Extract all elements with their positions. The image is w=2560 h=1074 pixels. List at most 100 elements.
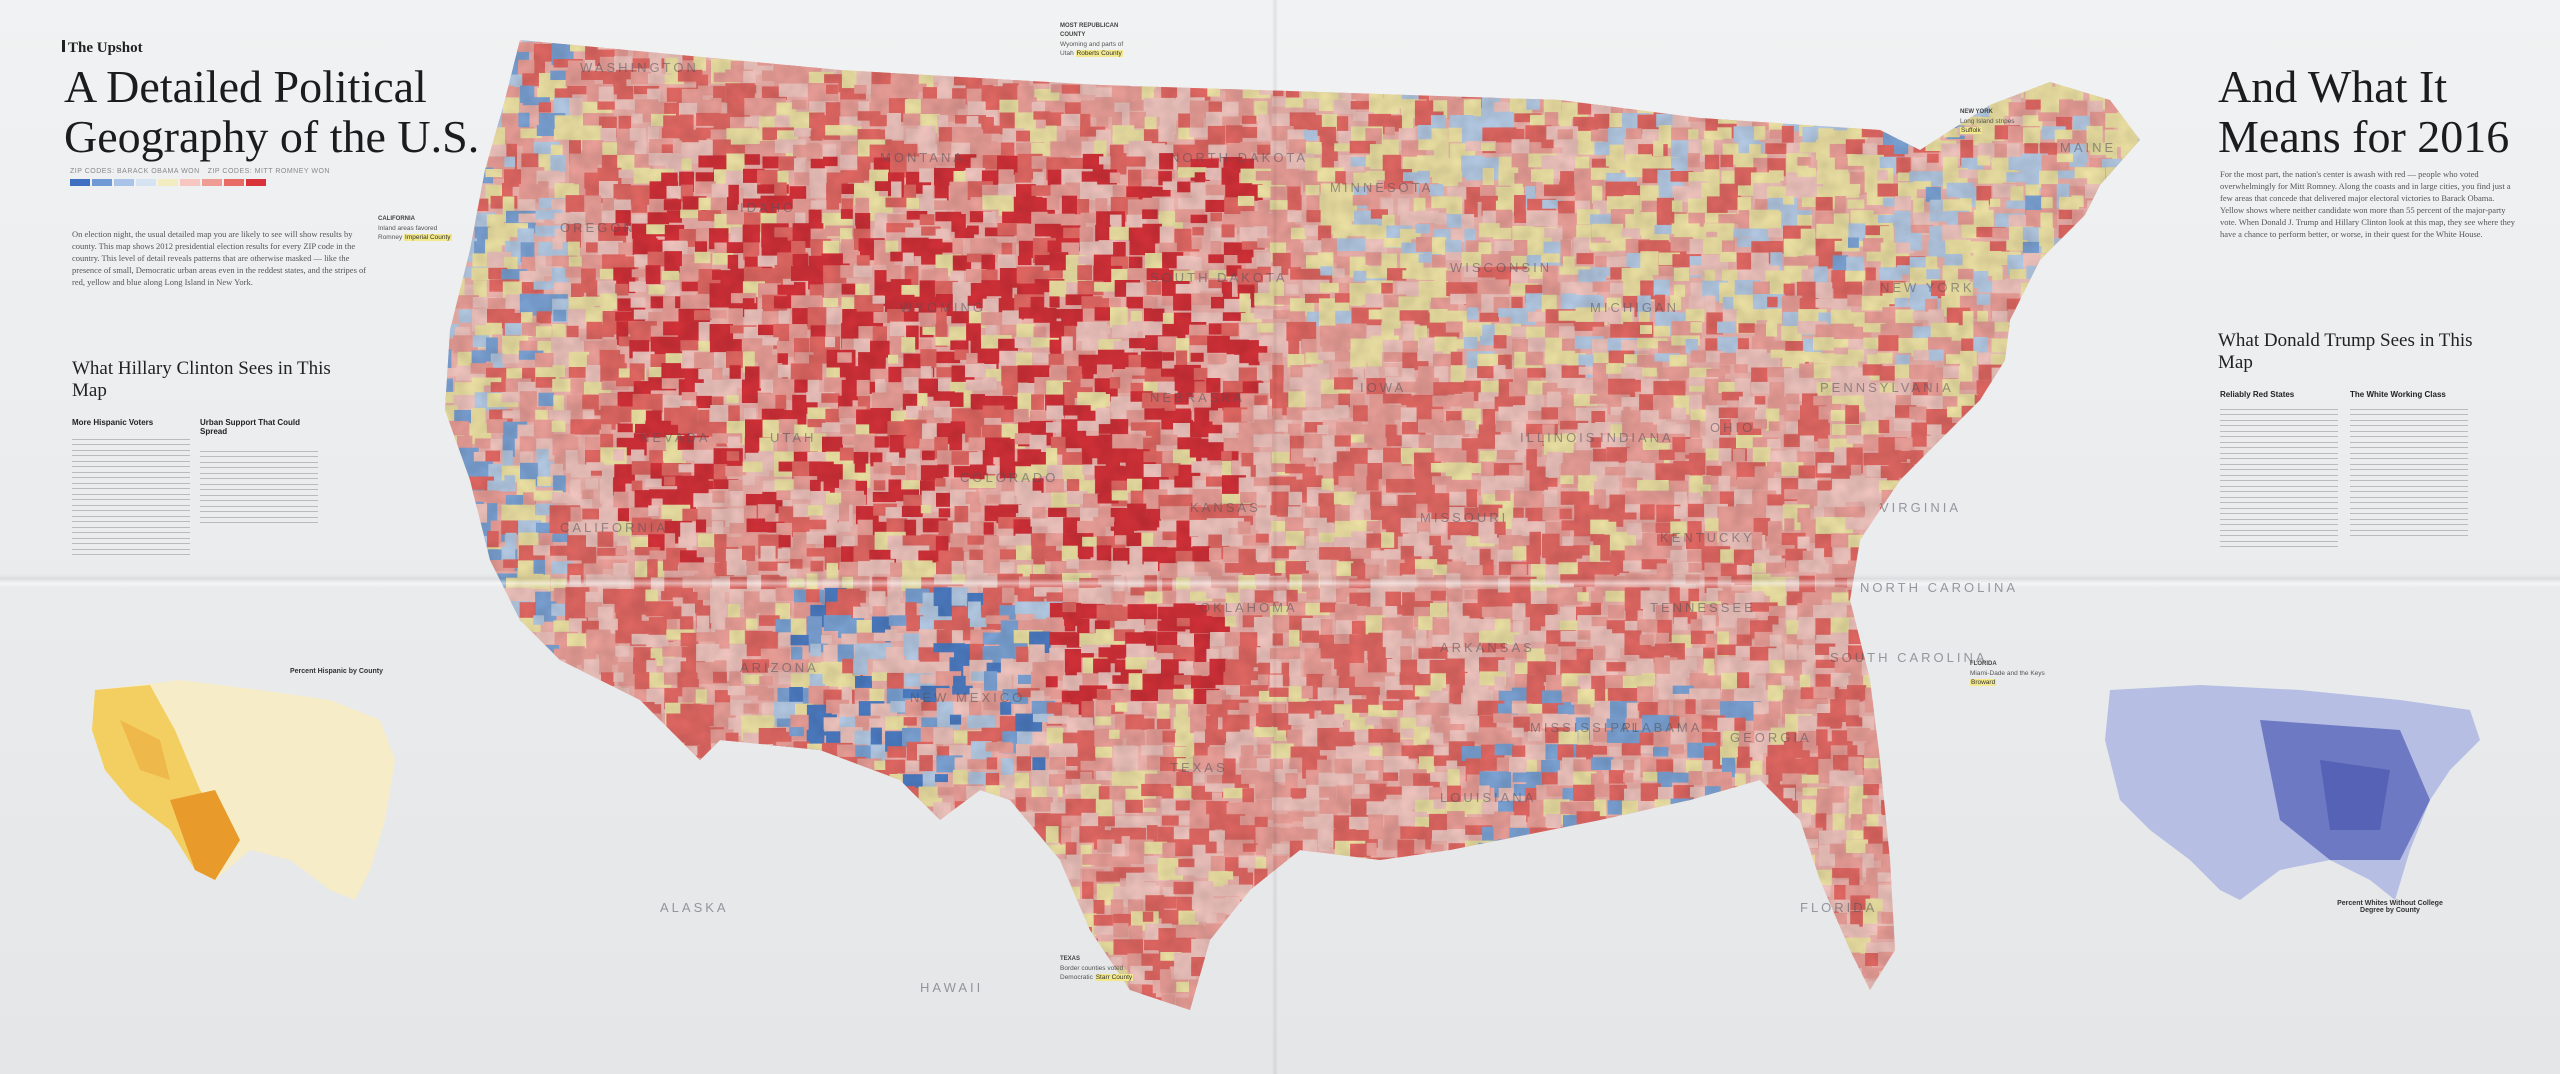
zip-area <box>2005 450 2017 465</box>
zip-area <box>1978 407 1995 418</box>
zip-area <box>488 648 505 660</box>
zip-area <box>1897 86 1928 103</box>
zip-area <box>1562 71 1585 83</box>
zip-area <box>2119 463 2140 489</box>
zip-area <box>1749 98 1774 109</box>
zip-area <box>1606 44 1621 66</box>
zip-area <box>1848 28 1861 40</box>
zip-area <box>1991 60 2024 85</box>
zip-area <box>445 171 461 188</box>
zip-area <box>2118 338 2140 352</box>
zip-area <box>2056 44 2075 56</box>
zip-area <box>2122 46 2140 61</box>
zip-area <box>2105 535 2135 549</box>
zip-area <box>2103 28 2128 40</box>
zip-area <box>1563 59 1592 71</box>
zip-area <box>1162 71 1190 83</box>
zip-area <box>1255 70 1268 79</box>
zip-area <box>1877 658 1895 671</box>
zip-area <box>1850 72 1872 88</box>
zip-area <box>1610 59 1637 86</box>
zip-area <box>2105 616 2125 633</box>
zip-area <box>1398 43 1428 65</box>
zip-area <box>2069 392 2100 414</box>
zip-area <box>454 618 465 636</box>
zip-area <box>1974 477 2003 491</box>
zip-area <box>1864 40 1891 55</box>
zip-area <box>1750 40 1777 51</box>
zip-area <box>1881 113 1910 127</box>
zip-area <box>1994 422 2014 432</box>
zip-area <box>698 40 728 57</box>
zip-area <box>2008 325 2029 334</box>
zip-area <box>2070 239 2082 264</box>
zip-area <box>1993 395 2024 406</box>
zip-area <box>1912 661 1925 674</box>
zip-area <box>1925 69 1948 85</box>
zip-area <box>2021 630 2037 654</box>
zip-area <box>2070 351 2100 366</box>
zip-area <box>1289 71 1301 85</box>
zip-area <box>1863 549 1877 563</box>
zip-area <box>1960 549 1982 561</box>
zip-area <box>1910 40 1937 48</box>
zip-area <box>445 550 455 564</box>
zip-area <box>1065 59 1082 68</box>
zip-area <box>1957 505 1984 523</box>
zip-area <box>2088 450 2115 469</box>
zip-area <box>445 615 456 637</box>
zip-area <box>2090 322 2120 347</box>
zip-area <box>1766 83 1779 95</box>
zip-area <box>1877 72 1889 97</box>
zip-area <box>1973 521 1985 536</box>
zip-area <box>1895 69 1917 86</box>
zip-area <box>2087 408 2106 434</box>
zip-area <box>2119 70 2134 85</box>
zip-area <box>2089 72 2107 82</box>
zip-area <box>2006 463 2031 477</box>
zip-area <box>1957 520 1979 540</box>
zip-area <box>2072 310 2096 326</box>
zip-area <box>1909 548 1938 568</box>
zip-area <box>2088 46 2118 57</box>
zip-area <box>1397 56 1411 75</box>
zip-area <box>2103 546 2124 573</box>
zip-area <box>1525 44 1555 66</box>
zip-area <box>2105 185 2118 197</box>
zip-area <box>1814 71 1840 94</box>
zip-area <box>1752 57 1765 82</box>
zip-area <box>1958 58 1985 81</box>
zip-area <box>679 40 704 42</box>
zip-area <box>1993 629 2007 640</box>
zip-area <box>1943 534 1962 556</box>
zip-area <box>1815 46 1838 55</box>
zip-area <box>1802 83 1830 93</box>
zip-area <box>2038 339 2067 355</box>
zip-area <box>1657 40 1686 56</box>
zip-area <box>1991 621 2010 641</box>
zip-area <box>445 254 458 268</box>
zip-area <box>1912 615 1936 638</box>
zip-area <box>2055 435 2082 455</box>
zip-area <box>1974 548 1998 564</box>
zip-area <box>445 464 453 481</box>
zip-area <box>789 43 817 67</box>
zip-area <box>1893 507 1907 524</box>
zip-area <box>1302 73 1314 93</box>
zip-area <box>986 31 1017 39</box>
zip-area <box>1989 462 2013 485</box>
zip-area <box>1289 40 1308 41</box>
zip-area <box>2122 323 2140 336</box>
zip-area <box>1976 44 1987 55</box>
zip-area <box>1944 504 1962 530</box>
zip-area <box>2069 251 2092 263</box>
zip-area <box>454 506 473 528</box>
zip-area <box>1608 69 1629 84</box>
zip-area <box>2006 604 2019 619</box>
zip-area <box>486 660 516 669</box>
zip-area <box>1159 46 1185 66</box>
zip-area <box>2087 508 2120 530</box>
zip-area <box>2005 545 2018 561</box>
zip-area <box>2133 72 2140 83</box>
zip-area <box>1962 40 1988 57</box>
